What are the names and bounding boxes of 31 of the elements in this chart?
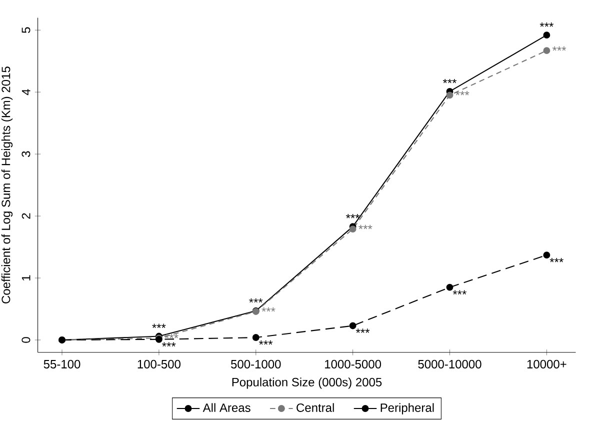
data-label: *** <box>550 258 564 262</box>
data-label: *** <box>249 298 263 303</box>
y-tick-label: 3 <box>22 151 30 157</box>
data-label: *** <box>456 91 470 96</box>
x-tick-label: 1000-5000 <box>325 360 382 368</box>
data-label: *** <box>356 328 370 333</box>
y-axis-title: Coefficient of Log Sum of Heights (Km) 2015 <box>1 66 13 304</box>
x-axis-title: Population Size (000s) 2005 <box>232 378 382 389</box>
y-tick-label: 0 <box>22 337 30 343</box>
x-tick-label: 100-500 <box>138 360 180 368</box>
data-label: *** <box>358 224 372 230</box>
data-label: *** <box>346 214 360 218</box>
x-tick-label: 5000-10000 <box>418 360 482 368</box>
data-label: *** <box>152 324 166 328</box>
y-tick-label: 4 <box>22 89 30 96</box>
data-label: *** <box>162 342 176 347</box>
y-tick-label: 5 <box>22 27 30 33</box>
data-label: *** <box>540 22 554 27</box>
data-label: *** <box>442 78 457 84</box>
y-tick-label: 1 <box>22 275 30 280</box>
data-label: *** <box>452 290 466 294</box>
legend-label: Peripheral <box>380 403 434 414</box>
y-tick-label: 2 <box>22 213 30 219</box>
x-tick-label: 10000+ <box>527 360 566 368</box>
data-label: *** <box>552 46 566 51</box>
legend-label: Central <box>296 403 334 412</box>
data-label: *** <box>262 307 276 312</box>
legend-label: All Areas <box>202 403 250 412</box>
data-label: *** <box>259 340 273 345</box>
x-tick-label: 55-100 <box>44 360 80 368</box>
x-tick-label: 500-1000 <box>231 360 281 368</box>
